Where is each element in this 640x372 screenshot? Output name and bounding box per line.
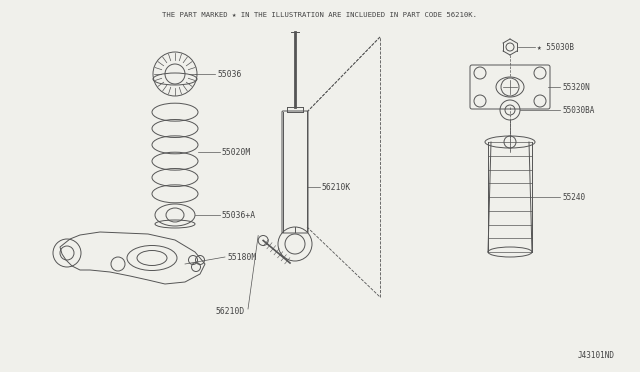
- Text: 55036+A: 55036+A: [222, 211, 256, 219]
- Text: J43101ND: J43101ND: [578, 351, 615, 360]
- Text: 55030BA: 55030BA: [562, 106, 595, 115]
- Text: 55036: 55036: [217, 70, 241, 78]
- Text: ★ 55030B: ★ 55030B: [537, 42, 574, 51]
- Text: 55320N: 55320N: [562, 83, 589, 92]
- Text: 56210K: 56210K: [322, 183, 351, 192]
- Text: 56210D: 56210D: [215, 308, 244, 317]
- Text: 55020M: 55020M: [222, 148, 252, 157]
- Text: 55180M: 55180M: [227, 253, 256, 262]
- Text: THE PART MARKED ★ IN THE ILLUSTRATION ARE INCLUEDED IN PART CODE 56210K.: THE PART MARKED ★ IN THE ILLUSTRATION AR…: [163, 12, 477, 18]
- Text: 55240: 55240: [562, 192, 585, 202]
